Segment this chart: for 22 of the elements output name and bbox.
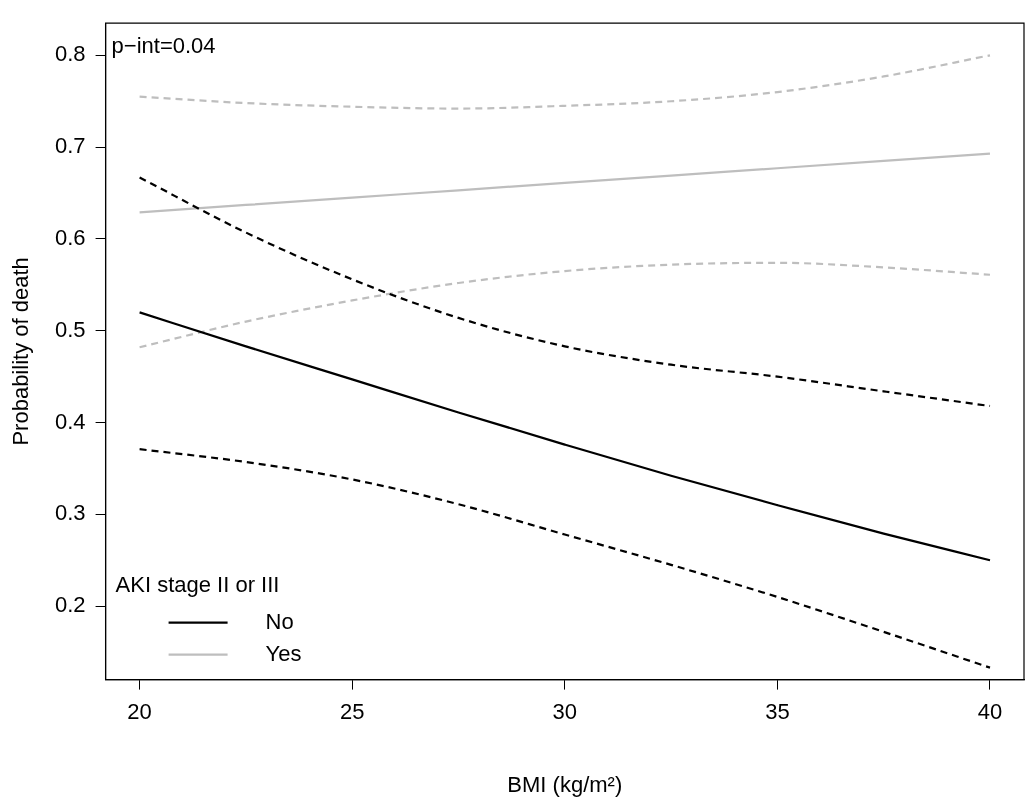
x-axis-title: BMI (kg/m²) <box>507 772 623 798</box>
y-tick-label: 0.6 <box>54 225 86 250</box>
annotation: p−int=0.04 <box>111 33 216 59</box>
y-tick-label: 0.8 <box>54 41 86 67</box>
y-tick-label: 0.2 <box>54 592 86 618</box>
x-tick-label: 20 <box>127 698 152 724</box>
line-series <box>138 261 992 349</box>
x-tick-label: 40 <box>977 698 1003 724</box>
line-series <box>138 176 992 408</box>
y-tick-label: 0.7 <box>54 133 86 159</box>
x-tick-label: 30 <box>552 698 578 724</box>
line-series <box>138 152 992 214</box>
y-tick-label: 0.5 <box>54 316 86 342</box>
y-axis-title: Probability of death <box>8 257 34 446</box>
line-series <box>138 311 992 562</box>
legend-title: AKI stage II or III <box>115 571 280 597</box>
x-tick-label: 25 <box>339 698 365 724</box>
legend-label: No <box>265 608 294 634</box>
y-tick-label: 0.3 <box>54 500 86 526</box>
x-tick-label: 35 <box>765 698 790 724</box>
legend-label: Yes <box>265 640 302 666</box>
y-tick-label: 0.4 <box>54 408 86 434</box>
